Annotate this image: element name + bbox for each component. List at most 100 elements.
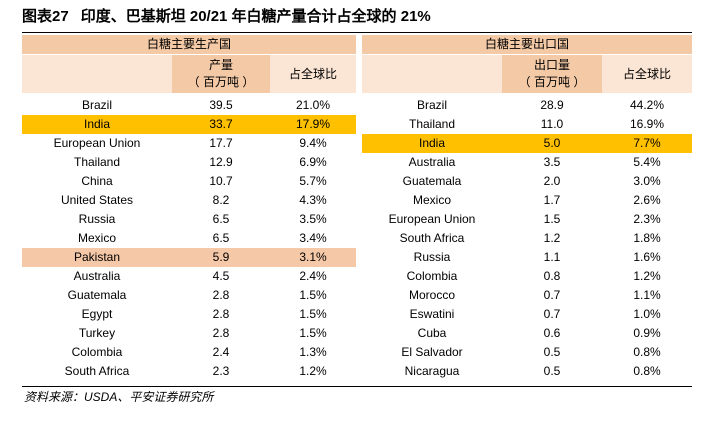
- amount-cell: 2.0: [543, 174, 561, 188]
- country-cell: Thailand: [408, 117, 456, 131]
- amount-cell: 3.5: [543, 155, 561, 169]
- table-row: Colombia 2.4 1.3%: [22, 343, 356, 362]
- table-row: Nicaragua 0.5 0.8%: [362, 362, 692, 381]
- amount-cell: 0.5: [543, 364, 561, 378]
- production-share-header: 占全球比: [288, 67, 337, 81]
- table-row: Morocco 0.7 1.1%: [362, 286, 692, 305]
- table-row-highlighted-india: India 33.7 17.9%: [22, 115, 356, 134]
- country-cell: Guatemala: [402, 174, 462, 188]
- amount-cell: 6.5: [212, 231, 230, 245]
- table-row: Thailand 12.9 6.9%: [22, 153, 356, 172]
- production-rows: Brazil 39.5 21.0% India 33.7 17.9% European …: [22, 96, 356, 381]
- production-amount-header-label: 产量: [208, 58, 233, 72]
- table-row: Eswatini 0.7 1.0%: [362, 305, 692, 324]
- country-cell: Turkey: [78, 326, 116, 340]
- share-cell: 3.5%: [299, 212, 327, 226]
- table-row: Cuba 0.6 0.9%: [362, 324, 692, 343]
- amount-cell: 1.7: [543, 193, 561, 207]
- share-cell: 1.2%: [299, 364, 327, 378]
- amount-cell: 2.4: [212, 345, 230, 359]
- table-row: Russia 6.5 3.5%: [22, 210, 356, 229]
- share-cell: 0.8%: [633, 345, 661, 359]
- share-cell: 1.3%: [299, 345, 327, 359]
- share-cell: 6.9%: [299, 155, 327, 169]
- share-cell: 1.1%: [633, 288, 661, 302]
- country-cell: Colombia: [406, 269, 458, 283]
- country-cell: Eswatini: [409, 307, 455, 321]
- production-group-header: 白糖主要生产国: [22, 35, 356, 54]
- country-cell: European Union: [388, 212, 476, 226]
- table-row: Mexico 6.5 3.4%: [22, 229, 356, 248]
- country-cell: Thailand: [73, 155, 121, 169]
- amount-cell: 0.5: [543, 345, 561, 359]
- bottom-rule: [22, 386, 692, 387]
- table-row: Russia 1.1 1.6%: [362, 248, 692, 267]
- share-cell: 1.5%: [299, 288, 327, 302]
- table-row: Colombia 0.8 1.2%: [362, 267, 692, 286]
- share-cell: 7.7%: [633, 136, 661, 150]
- country-cell: South Africa: [399, 231, 465, 245]
- export-amount-header-label: 出口量: [533, 58, 570, 72]
- amount-cell: 4.5: [212, 269, 230, 283]
- amount-cell: 28.9: [540, 98, 564, 112]
- export-amount-header-unit: （ 百万吨 ）: [518, 75, 586, 89]
- country-cell: Egypt: [81, 307, 113, 321]
- country-cell: Australia: [408, 155, 456, 169]
- share-cell: 0.8%: [633, 364, 661, 378]
- amount-cell: 11.0: [540, 117, 564, 131]
- share-cell: 5.7%: [299, 174, 327, 188]
- country-cell: Pakistan: [73, 250, 121, 264]
- share-cell: 3.1%: [299, 250, 327, 264]
- table-row: Brazil 39.5 21.0%: [22, 96, 356, 115]
- country-cell: Mexico: [412, 193, 451, 207]
- share-cell: 1.6%: [633, 250, 661, 264]
- figure-title: 图表27 印度、巴基斯坦 20/21 年白糖产量合计占全球的 21%: [22, 4, 692, 30]
- table-row: South Africa 2.3 1.2%: [22, 362, 356, 381]
- amount-cell: 1.5: [543, 212, 561, 226]
- country-cell: El Salvador: [401, 345, 463, 359]
- table-row: Australia 4.5 2.4%: [22, 267, 356, 286]
- table-row: European Union 17.7 9.4%: [22, 134, 356, 153]
- country-cell: Morocco: [408, 288, 455, 302]
- country-cell: Mexico: [77, 231, 116, 245]
- country-cell: European Union: [53, 136, 141, 150]
- amount-cell: 1.1: [543, 250, 561, 264]
- amount-cell: 1.2: [543, 231, 561, 245]
- export-rows: Brazil 28.9 44.2% Thailand 11.0 16.9% India 5…: [362, 96, 692, 381]
- table-row: Guatemala 2.0 3.0%: [362, 172, 692, 191]
- production-column-header: 产量 （ 百万吨 ） 占全球比: [22, 55, 356, 93]
- table-row: European Union 1.5 2.3%: [362, 210, 692, 229]
- share-cell: 1.5%: [299, 326, 327, 340]
- share-cell: 4.3%: [299, 193, 327, 207]
- amount-cell: 5.9: [212, 250, 230, 264]
- amount-cell: 0.6: [543, 326, 561, 340]
- production-table: 白糖主要生产国 产量 （ 百万吨 ） 占全球比 Brazil 39.5 21.0% …: [22, 35, 356, 381]
- amount-cell: 6.5: [212, 212, 230, 226]
- source-note: 资料来源：USDA、平安证券研究所: [24, 390, 214, 404]
- amount-cell: 5.0: [543, 136, 561, 150]
- table-row: El Salvador 0.5 0.8%: [362, 343, 692, 362]
- country-cell: India: [83, 117, 111, 131]
- share-cell: 44.2%: [629, 98, 665, 112]
- share-cell: 0.9%: [633, 326, 661, 340]
- amount-cell: 2.8: [212, 307, 230, 321]
- country-cell: China: [81, 174, 113, 188]
- table-row-highlighted-india: India 5.0 7.7%: [362, 134, 692, 153]
- country-cell: Australia: [73, 269, 121, 283]
- share-cell: 3.0%: [633, 174, 661, 188]
- export-share-header: 占全球比: [622, 67, 671, 81]
- country-cell: Russia: [413, 250, 451, 264]
- table-row: United States 8.2 4.3%: [22, 191, 356, 210]
- table-row: Egypt 2.8 1.5%: [22, 305, 356, 324]
- country-cell: Brazil: [81, 98, 112, 112]
- amount-cell: 17.7: [209, 136, 233, 150]
- amount-cell: 0.7: [543, 307, 561, 321]
- table-row: China 10.7 5.7%: [22, 172, 356, 191]
- share-cell: 16.9%: [629, 117, 665, 131]
- table-row: Brazil 28.9 44.2%: [362, 96, 692, 115]
- export-group-header: 白糖主要出口国: [362, 35, 692, 54]
- country-cell: India: [418, 136, 446, 150]
- table-row: Guatemala 2.8 1.5%: [22, 286, 356, 305]
- amount-cell: 39.5: [209, 98, 233, 112]
- country-cell: United States: [60, 193, 134, 207]
